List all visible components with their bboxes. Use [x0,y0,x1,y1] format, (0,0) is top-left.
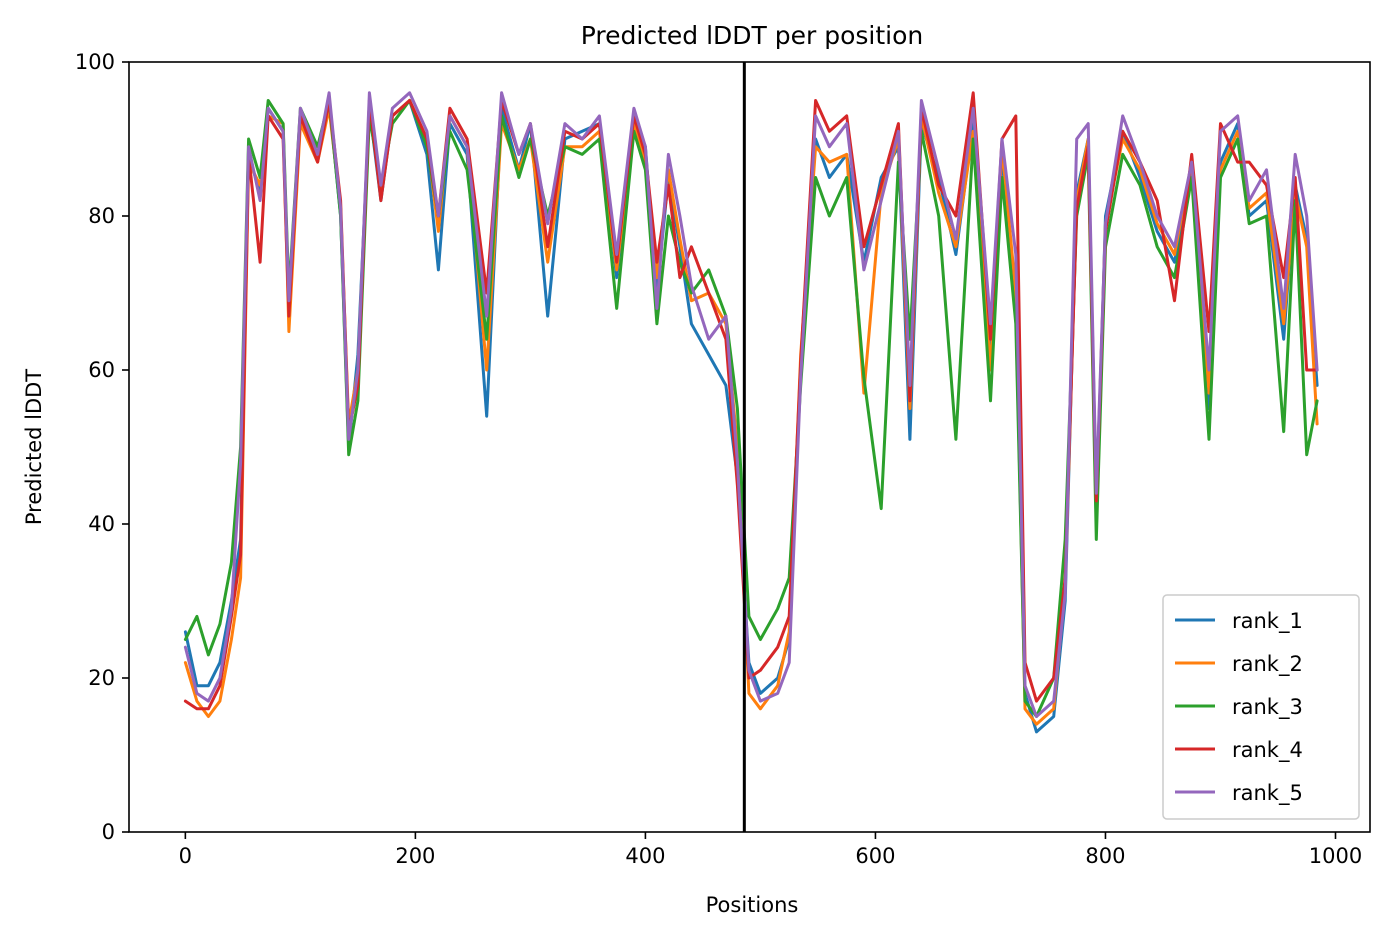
legend-label-rank_2: rank_2 [1232,652,1303,677]
y-tick-label: 80 [88,204,115,228]
legend-label-rank_1: rank_1 [1232,609,1303,634]
series-layer [183,91,1319,734]
x-axis-ticks: 0 200 400 600 800 1000 [179,832,1362,868]
y-tick-label: 60 [88,358,115,382]
legend-label-rank_5: rank_5 [1232,781,1303,806]
legend-label-rank_3: rank_3 [1232,695,1303,720]
legend: rank_1 rank_2 rank_3 rank_4 rank_5 [1162,594,1360,820]
x-tick-label: 600 [855,844,895,868]
y-tick-label: 0 [102,820,115,844]
x-axis-title: Positions [706,893,799,917]
y-tick-label: 100 [75,50,115,74]
x-tick-label: 0 [179,844,192,868]
legend-label-rank_4: rank_4 [1232,738,1303,763]
y-axis-title: Predicted lDDT [22,369,46,525]
series-line-rank_5 [183,91,1319,718]
plot-frame [128,61,1371,833]
x-tick-label: 200 [395,844,435,868]
x-tick-label: 400 [625,844,665,868]
y-tick-label: 20 [88,666,115,690]
y-axis-ticks: 0 20 40 60 80 100 [75,50,129,844]
legend-box [1162,594,1360,820]
y-tick-label: 40 [88,512,115,536]
x-tick-label: 800 [1085,844,1125,868]
chart-title: Predicted lDDT per position [581,21,923,50]
x-tick-label: 1000 [1309,844,1362,868]
